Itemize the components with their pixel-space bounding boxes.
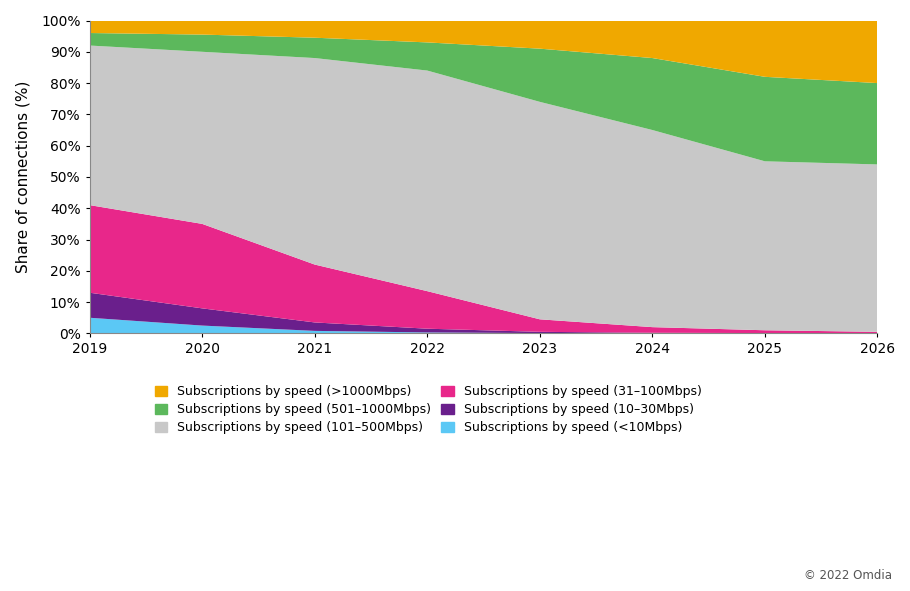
Legend: Subscriptions by speed (>1000Mbps), Subscriptions by speed (501–1000Mbps), Subsc: Subscriptions by speed (>1000Mbps), Subs… bbox=[150, 381, 707, 439]
Text: © 2022 Omdia: © 2022 Omdia bbox=[804, 569, 892, 582]
Y-axis label: Share of connections (%): Share of connections (%) bbox=[15, 81, 30, 273]
